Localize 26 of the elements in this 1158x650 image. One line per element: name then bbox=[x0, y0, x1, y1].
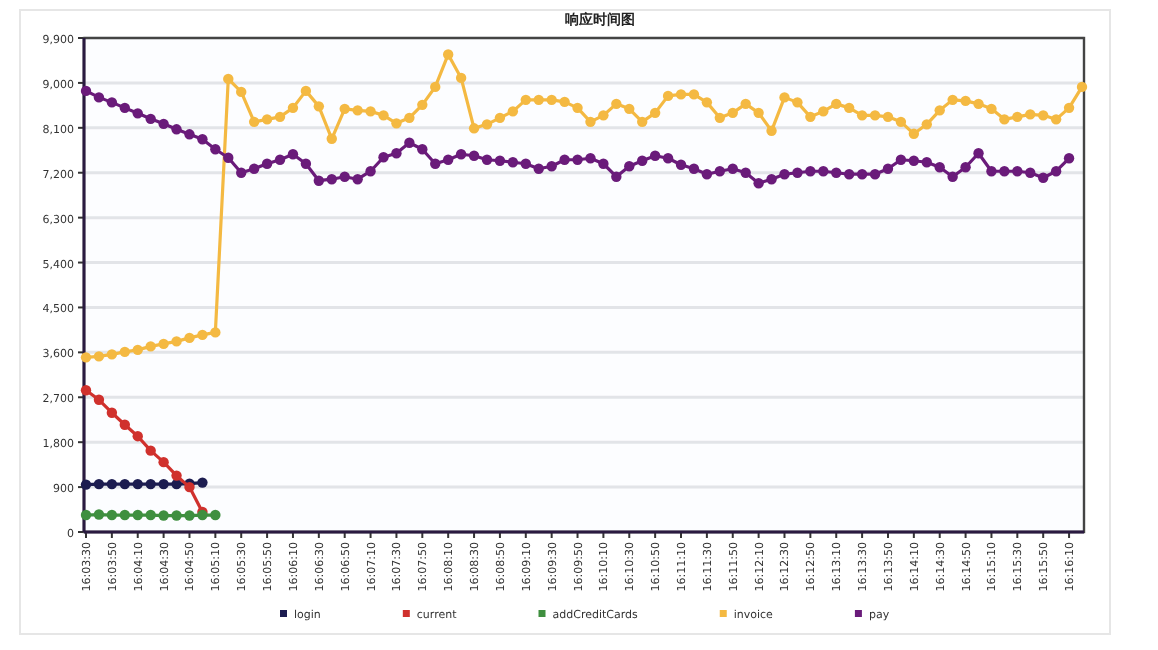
point bbox=[80, 385, 92, 396]
point bbox=[106, 407, 118, 418]
point bbox=[158, 456, 169, 468]
point bbox=[158, 478, 169, 490]
point bbox=[158, 510, 169, 521]
point bbox=[80, 479, 92, 490]
point bbox=[80, 509, 92, 521]
point bbox=[145, 445, 156, 456]
point bbox=[106, 478, 118, 490]
point bbox=[119, 478, 131, 490]
point bbox=[93, 394, 105, 405]
point bbox=[184, 510, 195, 521]
point bbox=[132, 509, 143, 521]
point bbox=[119, 509, 131, 521]
point bbox=[171, 470, 182, 481]
point bbox=[93, 509, 105, 520]
point bbox=[106, 509, 118, 521]
point bbox=[132, 478, 143, 490]
point bbox=[119, 419, 131, 430]
point bbox=[132, 430, 143, 442]
point bbox=[145, 478, 156, 490]
point bbox=[210, 509, 221, 521]
point bbox=[171, 510, 182, 521]
point bbox=[197, 477, 208, 488]
point bbox=[145, 509, 156, 521]
point bbox=[93, 478, 105, 490]
